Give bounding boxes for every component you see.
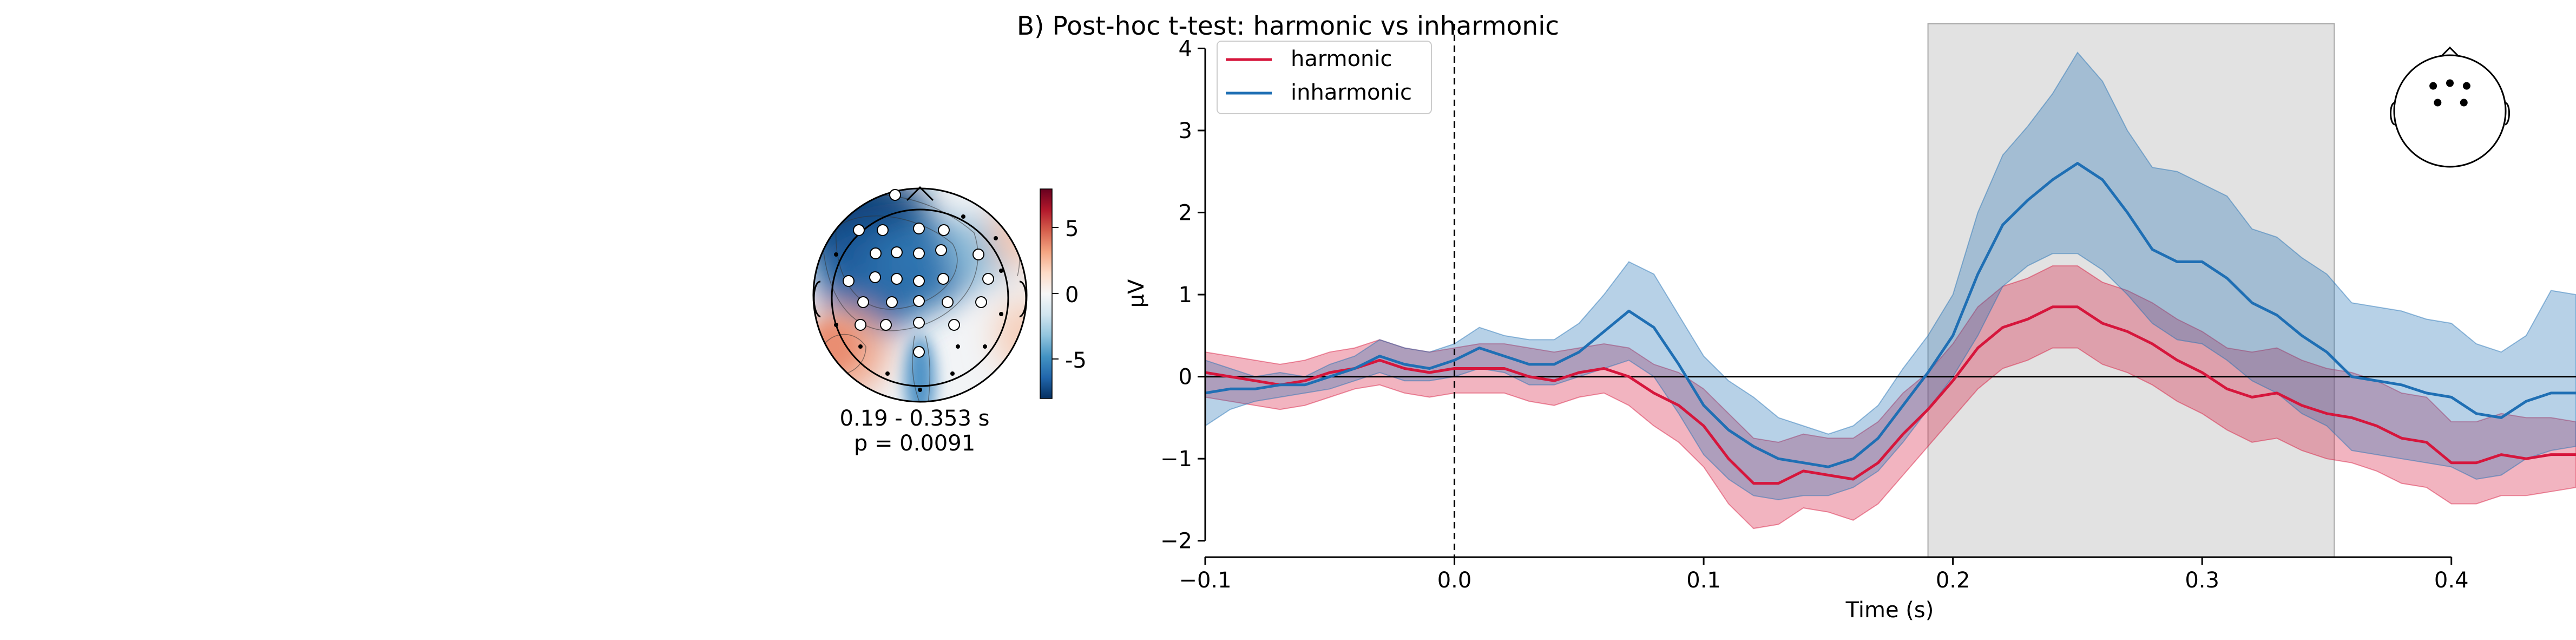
- inset-right-ear-icon: [2505, 102, 2510, 126]
- topomap-time-window: 0.19 - 0.353 s: [840, 406, 990, 431]
- inset-sensor-dot: [2460, 99, 2468, 107]
- y-tick-label: −2: [1160, 529, 1192, 554]
- x-tick-label: 0.1: [1686, 568, 1721, 593]
- legend-label-harmonic: harmonic: [1291, 47, 1392, 71]
- significance-window: [1927, 23, 2335, 558]
- topomap: 5 0 -5 0.19 - 0.353 s p = 0.0091: [812, 186, 1087, 456]
- sensor-inset: [2390, 46, 2510, 168]
- erp-chart: −0.1 0.0 0.1 0.2 0.3 0.4 −2 −1 0 1 2 3 4 Time (s) µ…: [1124, 23, 2576, 623]
- y-axis-label: µV: [1124, 279, 1149, 308]
- significant-electrodes: [843, 189, 994, 358]
- inset-left-ear-icon: [2390, 102, 2395, 126]
- nose-icon: [906, 186, 934, 201]
- y-tick-label: 1: [1179, 283, 1192, 308]
- x-tick-label: −0.1: [1179, 568, 1231, 593]
- inset-nose-icon: [2441, 46, 2459, 57]
- colorbar-tick-minus-5: -5: [1065, 348, 1087, 373]
- legend: harmonic inharmonic: [1217, 41, 1432, 114]
- inset-sensor-dot: [2446, 79, 2454, 87]
- y-tick-label: −1: [1160, 447, 1192, 472]
- inset-sensor-dot: [2434, 99, 2442, 107]
- ci-band-harmonic: [1205, 265, 2576, 530]
- x-tick-label: 0.4: [2434, 568, 2469, 593]
- colorbar-tick-0: 0: [1065, 283, 1079, 308]
- y-tick-label: 3: [1179, 119, 1192, 143]
- x-tick-label: 0.0: [1437, 568, 1472, 593]
- inset-head-outline: [2393, 54, 2507, 168]
- series-line-harmonic: [1205, 305, 2576, 485]
- figure-title: B) Post-hoc t-test: harmonic vs inharmon…: [1017, 11, 1559, 41]
- x-tick-label: 0.3: [2185, 568, 2219, 593]
- ci-band-inharmonic: [1205, 51, 2576, 500]
- y-tick-label: 2: [1179, 201, 1192, 226]
- x-axis-label: Time (s): [1845, 598, 1934, 623]
- colorbar-tick-5: 5: [1065, 217, 1079, 241]
- series-line-inharmonic: [1205, 162, 2576, 468]
- head-inner-circle: [831, 208, 1009, 387]
- colorbar: [1040, 188, 1053, 399]
- inset-sensor-dot: [2462, 82, 2470, 90]
- x-tick-label: 0.2: [1936, 568, 1970, 593]
- left-ear-icon: [813, 280, 821, 318]
- inset-sensor-dot: [2429, 82, 2437, 90]
- other-electrodes: [834, 214, 1003, 392]
- legend-label-inharmonic: inharmonic: [1291, 80, 1412, 105]
- topomap-p-value: p = 0.0091: [854, 431, 975, 456]
- y-tick-label: 0: [1179, 365, 1192, 390]
- right-ear-icon: [1019, 280, 1027, 318]
- y-tick-label: 4: [1179, 36, 1192, 61]
